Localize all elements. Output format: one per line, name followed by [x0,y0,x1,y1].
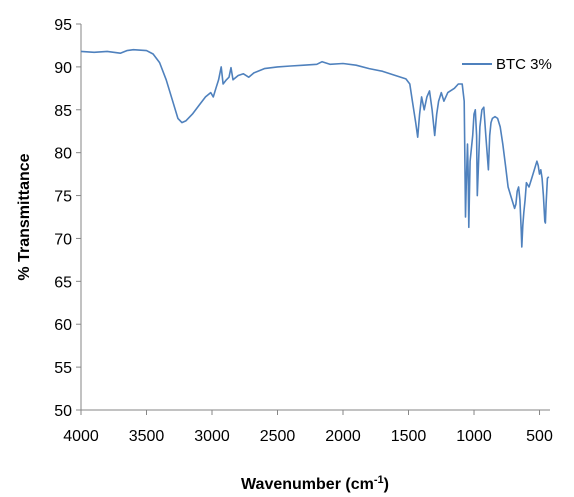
x-tick-label: 3000 [194,428,230,445]
x-axis-title: Wavenumber (cm-1) [241,474,389,493]
y-tick-label: 55 [54,360,72,377]
series-line-0 [80,48,550,248]
y-tick-label: 85 [54,103,72,120]
x-axis-title-close: ) [384,476,389,493]
x-tick-label: 2000 [325,428,361,445]
y-tick-label: 95 [54,17,72,34]
x-axis-title-main: Wavenumber (cm [241,476,374,493]
y-tick-label: 50 [54,403,72,420]
x-axis: 4000 3500 3000 2500 2000 1500 1000 500 [63,409,553,445]
x-tick-label: 4000 [63,428,99,445]
y-tick-label: 60 [54,317,72,334]
y-tick-label: 80 [54,146,72,163]
y-tick-label: 90 [54,60,72,77]
x-tick-label: 1500 [391,428,427,445]
x-tick-label: 1000 [456,428,492,445]
x-axis-title-sup: -1 [374,474,384,486]
y-axis: 50 55 60 65 70 75 80 85 90 95 [54,17,82,420]
y-axis-title: % Transmittance [16,153,33,280]
y-tick-label: 75 [54,189,72,206]
series-group [80,48,550,248]
legend-label: BTC 3% [496,56,552,73]
x-tick-label: 2500 [260,428,296,445]
legend: BTC 3% [462,56,552,73]
x-tick-label: 500 [526,428,553,445]
x-tick-label: 3500 [129,428,165,445]
y-tick-label: 70 [54,231,72,248]
y-tick-label: 65 [54,274,72,291]
